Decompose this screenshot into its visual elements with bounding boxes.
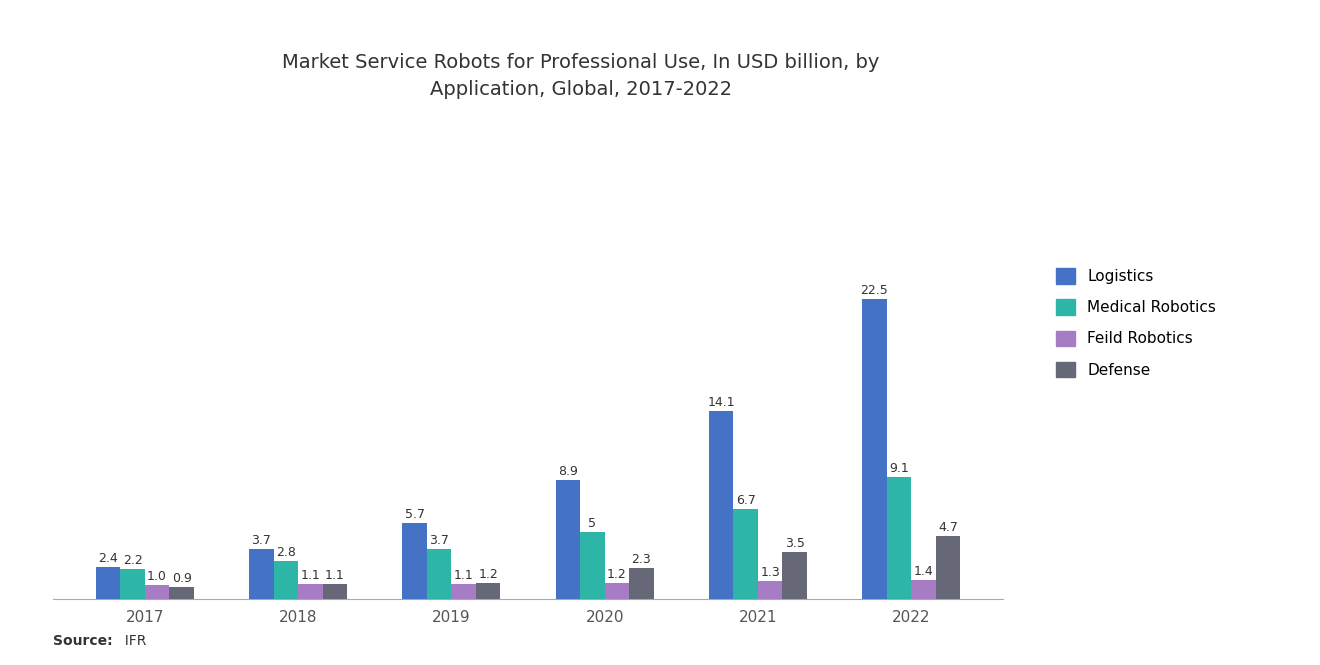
- Text: 2.3: 2.3: [631, 553, 651, 566]
- Text: Market Service Robots for Professional Use, In USD billion, by
Application, Glob: Market Service Robots for Professional U…: [282, 53, 879, 98]
- Text: 2.4: 2.4: [98, 551, 117, 565]
- Text: 1.1: 1.1: [454, 569, 474, 582]
- Text: 1.4: 1.4: [913, 565, 933, 578]
- Bar: [120, 569, 145, 598]
- Text: 4.7: 4.7: [939, 521, 958, 534]
- Text: 1.3: 1.3: [760, 566, 780, 579]
- Bar: [169, 587, 194, 598]
- Bar: [403, 523, 426, 598]
- Bar: [298, 584, 322, 598]
- Text: 9.1: 9.1: [890, 462, 909, 475]
- Bar: [579, 532, 605, 598]
- Text: 2.8: 2.8: [276, 546, 296, 559]
- Bar: [477, 583, 500, 598]
- Bar: [734, 509, 758, 598]
- Text: 1.1: 1.1: [325, 569, 345, 582]
- Bar: [249, 549, 273, 598]
- Bar: [556, 480, 579, 598]
- Text: 1.0: 1.0: [147, 570, 166, 583]
- Bar: [630, 568, 653, 598]
- Text: 3.5: 3.5: [785, 537, 805, 550]
- Text: 5: 5: [589, 517, 597, 530]
- Text: 14.1: 14.1: [708, 396, 735, 409]
- Bar: [426, 549, 451, 598]
- Text: 0.9: 0.9: [172, 571, 191, 585]
- Bar: [758, 581, 783, 598]
- Bar: [451, 584, 477, 598]
- Bar: [911, 580, 936, 598]
- Bar: [96, 567, 120, 599]
- Text: 1.2: 1.2: [478, 567, 498, 581]
- Bar: [936, 536, 960, 598]
- Text: 1.1: 1.1: [301, 569, 321, 582]
- Text: IFR: IFR: [116, 634, 147, 648]
- Bar: [783, 552, 807, 598]
- Bar: [322, 584, 347, 598]
- Text: 2.2: 2.2: [123, 554, 143, 567]
- Text: 8.9: 8.9: [558, 465, 578, 478]
- Text: 3.7: 3.7: [429, 534, 449, 547]
- Text: 3.7: 3.7: [251, 534, 271, 547]
- Text: 5.7: 5.7: [404, 507, 425, 521]
- Bar: [887, 477, 911, 598]
- Text: 22.5: 22.5: [861, 284, 888, 297]
- Bar: [145, 585, 169, 598]
- Bar: [605, 583, 630, 598]
- Bar: [862, 299, 887, 598]
- Text: Source:: Source:: [53, 634, 112, 648]
- Bar: [273, 561, 298, 598]
- Text: 6.7: 6.7: [735, 494, 755, 507]
- Bar: [709, 411, 734, 598]
- Legend: Logistics, Medical Robotics, Feild Robotics, Defense: Logistics, Medical Robotics, Feild Robot…: [1049, 260, 1224, 386]
- Text: 1.2: 1.2: [607, 567, 627, 581]
